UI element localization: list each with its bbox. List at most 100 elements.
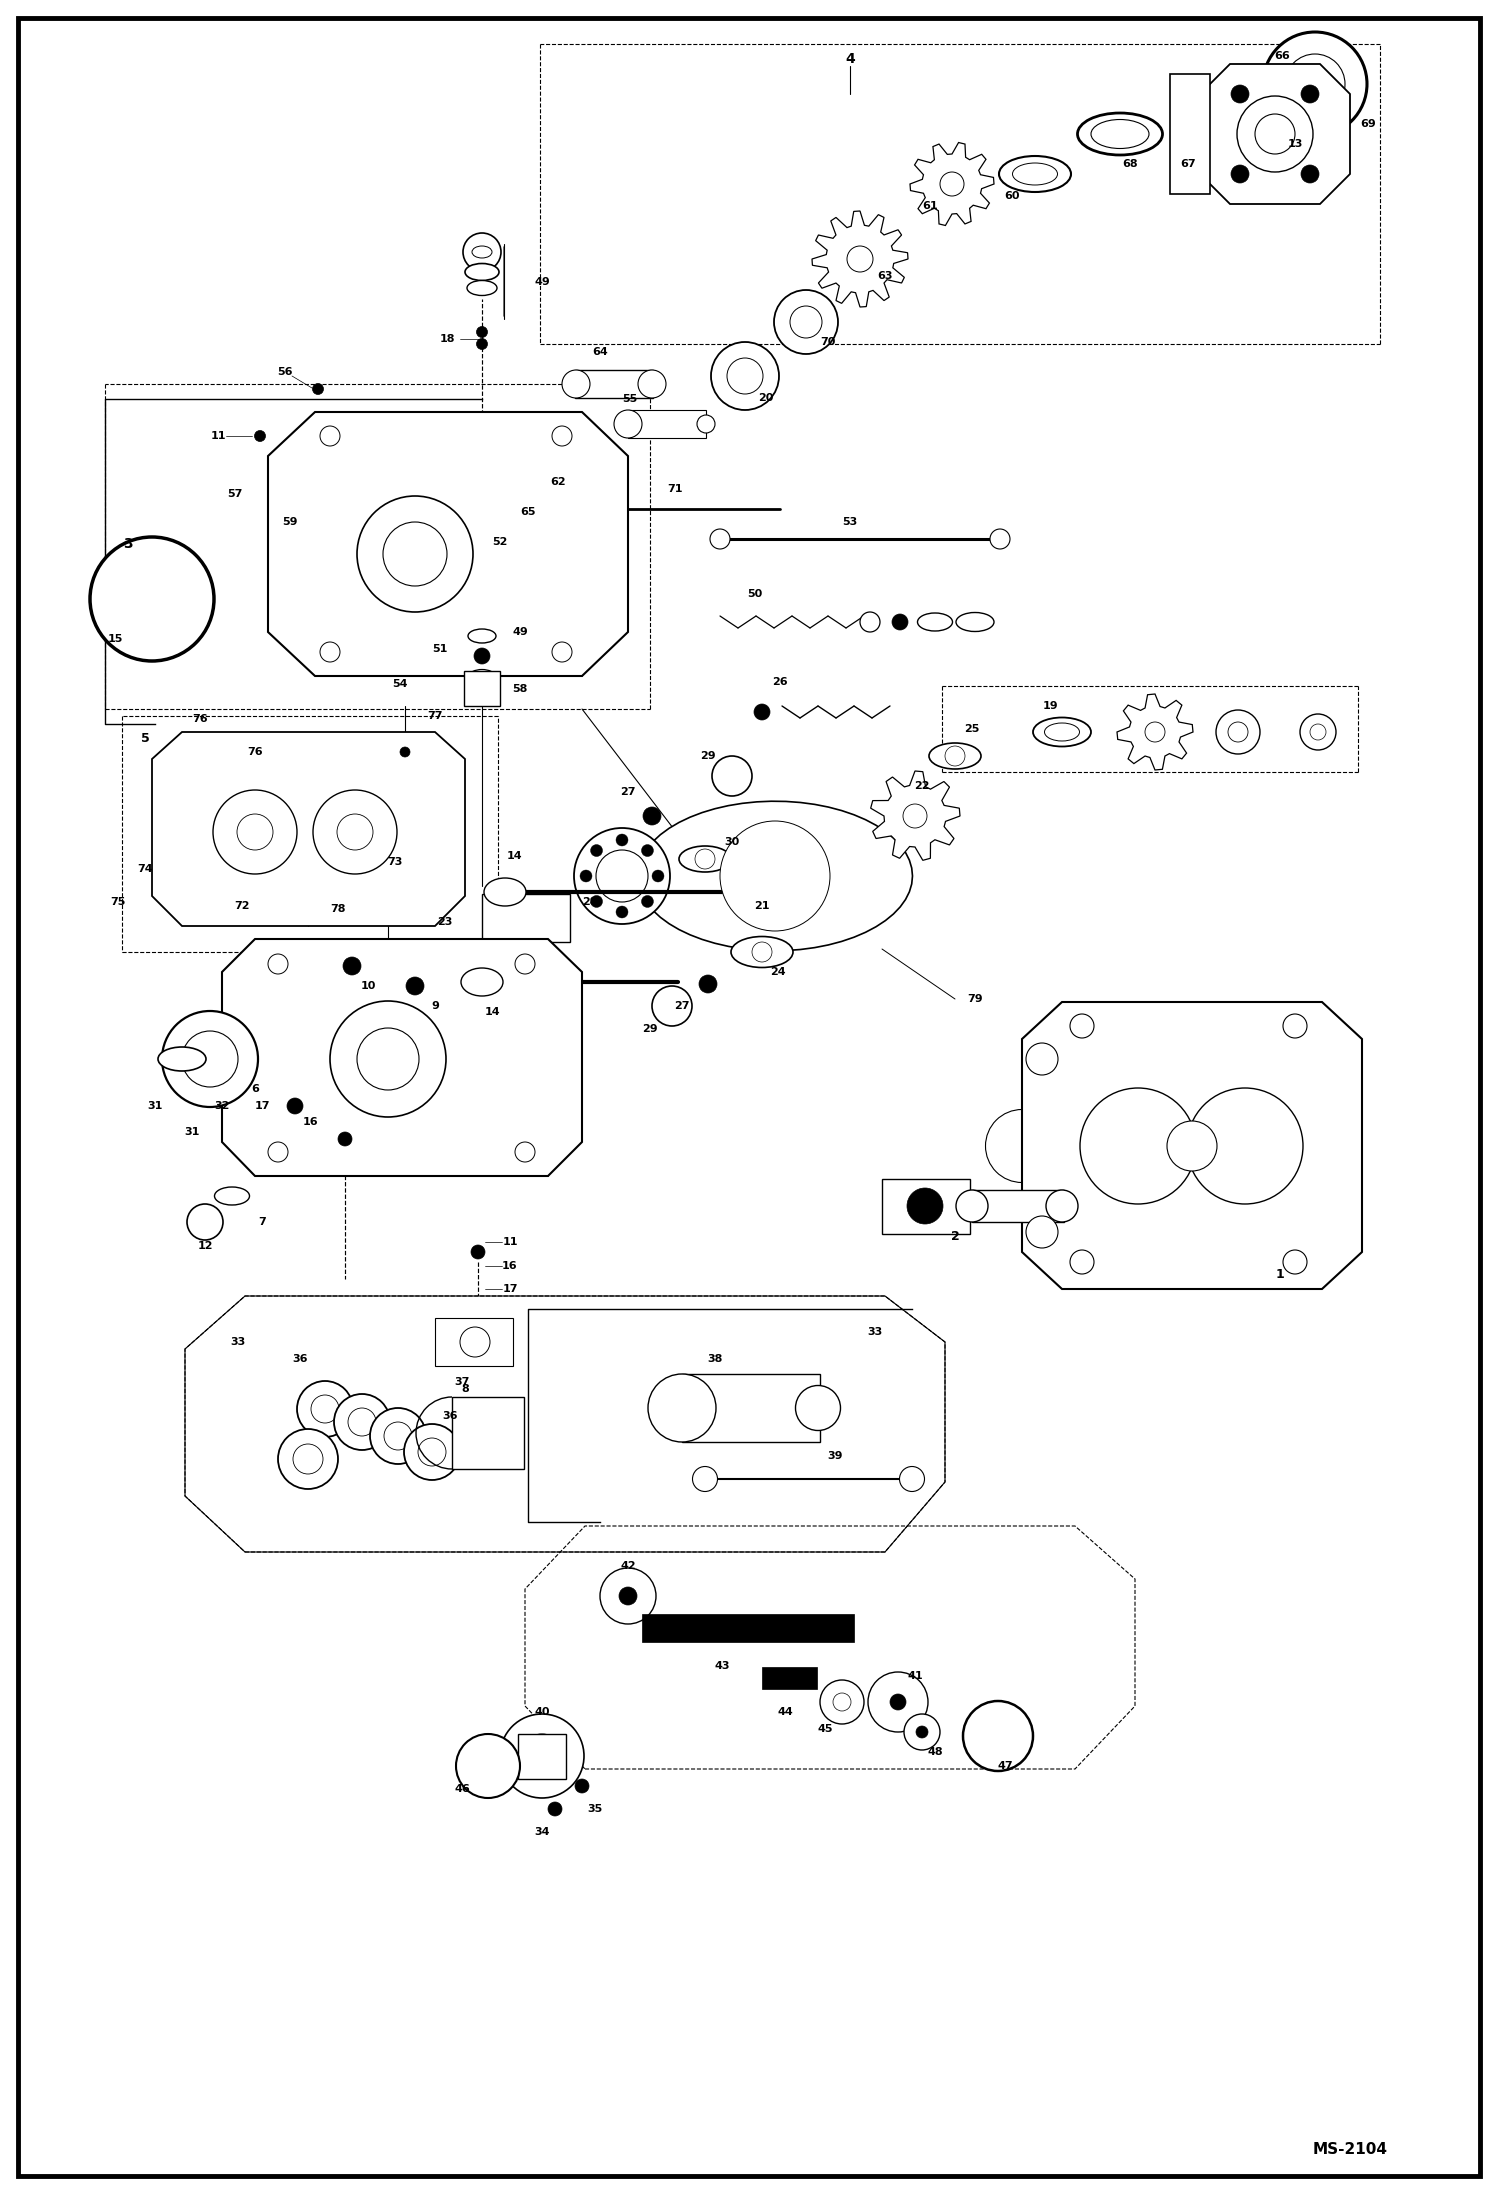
Text: MS-2104: MS-2104 — [1312, 2141, 1387, 2157]
Circle shape — [721, 821, 830, 930]
Text: 75: 75 — [111, 897, 126, 906]
Ellipse shape — [469, 669, 494, 682]
Text: 2: 2 — [951, 1229, 959, 1242]
Circle shape — [294, 1444, 324, 1474]
Circle shape — [288, 1097, 303, 1115]
Text: 32: 32 — [214, 1101, 229, 1110]
Text: 11: 11 — [210, 430, 226, 441]
Text: 24: 24 — [770, 968, 786, 976]
Text: 20: 20 — [758, 393, 773, 404]
Circle shape — [181, 1031, 238, 1086]
Text: 79: 79 — [968, 994, 983, 1005]
Bar — [518, 1733, 566, 1779]
Text: 1: 1 — [1276, 1268, 1284, 1281]
Circle shape — [551, 426, 572, 445]
Bar — [452, 1398, 524, 1470]
Circle shape — [789, 305, 822, 338]
Text: 56: 56 — [277, 366, 292, 377]
Ellipse shape — [502, 513, 547, 535]
Circle shape — [348, 1409, 376, 1437]
Text: 76: 76 — [247, 746, 262, 757]
Circle shape — [727, 358, 762, 395]
Circle shape — [753, 704, 770, 720]
Circle shape — [915, 1727, 927, 1738]
Circle shape — [616, 834, 628, 847]
Circle shape — [1231, 86, 1249, 103]
Text: 35: 35 — [587, 1803, 602, 1814]
Circle shape — [470, 1244, 485, 1259]
Circle shape — [590, 845, 602, 856]
Text: 43: 43 — [715, 1661, 730, 1672]
Circle shape — [213, 790, 297, 873]
Text: 48: 48 — [927, 1746, 942, 1757]
Circle shape — [596, 849, 649, 902]
Circle shape — [548, 1801, 562, 1817]
Text: 28: 28 — [583, 897, 598, 906]
Circle shape — [418, 1437, 446, 1466]
Bar — [464, 671, 500, 706]
Circle shape — [334, 1393, 389, 1450]
Circle shape — [383, 522, 446, 586]
Circle shape — [846, 246, 873, 272]
Text: 46: 46 — [454, 1784, 470, 1795]
Text: 65: 65 — [520, 507, 536, 518]
Text: 41: 41 — [908, 1672, 923, 1681]
Text: 12: 12 — [198, 1242, 213, 1251]
Circle shape — [1285, 55, 1345, 114]
Text: 23: 23 — [437, 917, 452, 928]
Polygon shape — [184, 1297, 945, 1551]
Circle shape — [237, 814, 273, 849]
Ellipse shape — [214, 1187, 250, 1205]
Text: 76: 76 — [192, 713, 208, 724]
Bar — [628, 410, 706, 439]
Circle shape — [473, 647, 490, 665]
Circle shape — [1255, 114, 1294, 154]
Circle shape — [695, 849, 715, 869]
Text: 27: 27 — [620, 788, 635, 796]
Circle shape — [268, 954, 288, 974]
Ellipse shape — [795, 1384, 840, 1430]
Ellipse shape — [1091, 118, 1149, 149]
Bar — [682, 1373, 819, 1441]
Text: 13: 13 — [1287, 138, 1303, 149]
Circle shape — [941, 171, 965, 195]
Ellipse shape — [999, 156, 1071, 193]
Polygon shape — [812, 211, 908, 307]
Ellipse shape — [1077, 114, 1162, 156]
Circle shape — [619, 1586, 637, 1606]
Text: 33: 33 — [867, 1327, 882, 1336]
Circle shape — [321, 426, 340, 445]
Circle shape — [542, 487, 557, 502]
Circle shape — [370, 1409, 425, 1463]
Circle shape — [279, 1428, 339, 1490]
Text: 45: 45 — [818, 1724, 833, 1733]
Circle shape — [1282, 1251, 1306, 1275]
Circle shape — [1300, 165, 1320, 182]
Circle shape — [652, 985, 692, 1027]
Circle shape — [867, 1672, 927, 1731]
Circle shape — [712, 342, 779, 410]
Text: 47: 47 — [998, 1762, 1013, 1771]
Text: 36: 36 — [442, 1411, 458, 1422]
Circle shape — [455, 1733, 520, 1799]
Text: 55: 55 — [622, 395, 638, 404]
Circle shape — [906, 1187, 944, 1224]
Text: 36: 36 — [292, 1354, 307, 1365]
Circle shape — [1300, 713, 1336, 750]
Polygon shape — [1022, 1003, 1362, 1290]
Circle shape — [1070, 1251, 1094, 1275]
Circle shape — [833, 1694, 851, 1711]
Text: 29: 29 — [700, 750, 716, 761]
Text: 4: 4 — [845, 53, 855, 66]
Circle shape — [890, 1694, 906, 1709]
Circle shape — [357, 1029, 419, 1090]
Text: 25: 25 — [965, 724, 980, 735]
Text: 63: 63 — [878, 272, 893, 281]
Text: 21: 21 — [755, 902, 770, 911]
Circle shape — [268, 1143, 288, 1163]
Circle shape — [903, 1714, 941, 1751]
Circle shape — [383, 1422, 412, 1450]
Circle shape — [330, 1000, 446, 1117]
Ellipse shape — [649, 1373, 716, 1441]
Circle shape — [860, 612, 879, 632]
